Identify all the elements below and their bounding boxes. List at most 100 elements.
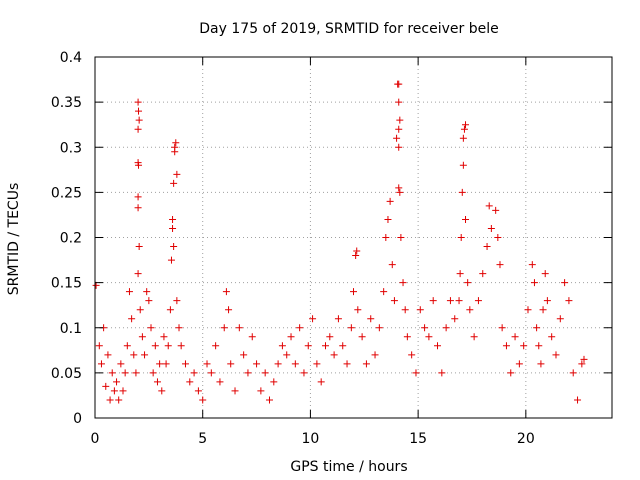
data-point: [110, 387, 118, 395]
data-point: [375, 324, 383, 332]
data-point: [248, 333, 256, 341]
data-point: [399, 279, 407, 287]
data-point: [104, 351, 112, 359]
data-point: [172, 139, 180, 147]
chart-title: Day 175 of 2019, SRMTID for receiver bel…: [199, 21, 498, 37]
data-point: [167, 256, 175, 264]
data-point: [339, 342, 347, 350]
data-point: [135, 116, 143, 124]
data-point: [456, 270, 464, 278]
data-point: [135, 161, 143, 169]
grid-lines: [95, 57, 612, 418]
data-point: [253, 360, 261, 368]
data-point: [166, 306, 174, 314]
data-point: [309, 315, 317, 323]
y-tick-label: 0.15: [51, 276, 82, 292]
data-point: [574, 396, 582, 404]
data-point: [134, 98, 142, 106]
data-point: [244, 369, 252, 377]
data-point: [388, 261, 396, 269]
data-point: [261, 369, 269, 377]
data-point: [173, 170, 181, 178]
data-point: [265, 396, 273, 404]
data-point: [408, 351, 416, 359]
data-point: [460, 125, 468, 133]
data-point: [390, 297, 398, 305]
plot-frame: [94, 56, 613, 419]
data-point: [367, 315, 375, 323]
data-point: [313, 360, 321, 368]
data-point: [485, 202, 493, 210]
data-point: [403, 333, 411, 341]
data-point: [442, 324, 450, 332]
data-point: [95, 342, 103, 350]
data-point: [350, 288, 357, 296]
data-point: [121, 369, 129, 377]
data-point: [507, 369, 515, 377]
data-point: [382, 234, 390, 241]
data-point: [235, 324, 243, 332]
data-point: [395, 80, 403, 88]
data-point: [326, 333, 334, 341]
data-point: [169, 224, 177, 232]
data-point: [287, 333, 295, 341]
y-axis-title: SRMTID / TECUs: [6, 183, 22, 296]
data-point: [401, 306, 409, 314]
data-point: [296, 324, 304, 332]
data-point: [380, 288, 388, 296]
data-point: [162, 360, 170, 368]
data-point: [535, 342, 543, 350]
axis-ticks: [94, 56, 612, 419]
data-point: [108, 369, 116, 377]
data-point: [416, 306, 424, 314]
data-point: [520, 342, 528, 350]
data-point: [412, 369, 420, 377]
y-tick-label: 0.05: [51, 366, 82, 382]
x-tick-label: 20: [517, 431, 535, 447]
data-point: [530, 279, 538, 287]
data-point: [459, 161, 467, 169]
data-point: [537, 360, 545, 368]
data-point: [434, 342, 442, 350]
data-point: [343, 360, 351, 368]
data-point: [130, 351, 138, 359]
data-point: [395, 143, 403, 151]
data-point: [438, 369, 446, 377]
x-tick-label: 5: [198, 431, 207, 447]
data-point: [125, 288, 133, 296]
data-point: [190, 369, 198, 377]
data-point: [135, 107, 143, 115]
data-point: [207, 369, 215, 377]
data-point: [524, 306, 532, 314]
data-point: [113, 378, 121, 386]
data-point: [216, 378, 224, 386]
data-point: [384, 215, 392, 223]
data-points: [92, 80, 588, 404]
data-point: [459, 134, 467, 142]
data-point: [153, 378, 161, 386]
data-point: [304, 342, 312, 350]
data-point: [134, 125, 142, 133]
y-tick-label: 0: [73, 411, 82, 427]
data-point: [171, 148, 179, 156]
x-tick-label: 0: [91, 431, 100, 447]
data-point: [330, 351, 338, 359]
data-point: [354, 306, 362, 314]
data-point: [397, 234, 405, 241]
data-point: [317, 378, 325, 386]
data-point: [117, 360, 125, 368]
data-point: [483, 243, 491, 251]
data-point: [474, 297, 482, 305]
data-point: [194, 387, 202, 395]
y-tick-label: 0.25: [51, 185, 82, 201]
data-point: [494, 234, 502, 241]
data-point: [396, 188, 404, 196]
data-point: [128, 315, 136, 323]
data-point: [156, 360, 164, 368]
data-point: [169, 215, 177, 223]
data-point: [539, 306, 547, 314]
data-point: [135, 243, 143, 251]
data-point: [362, 360, 370, 368]
data-point: [580, 355, 588, 363]
data-point: [569, 369, 577, 377]
